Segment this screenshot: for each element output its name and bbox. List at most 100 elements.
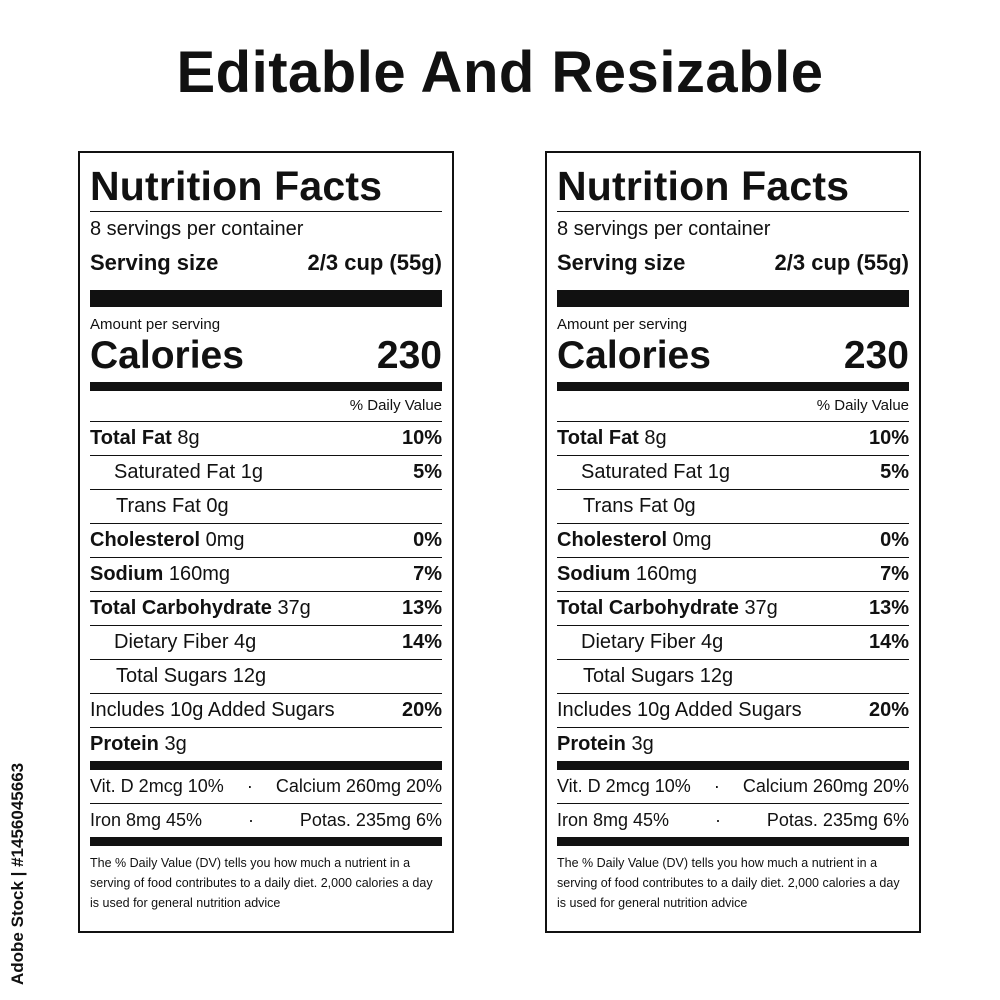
nutrient-row-sodium: Sodium 160mg 7% [90, 558, 442, 592]
vitamin-d: Vit. D 2mcg 10% [557, 776, 691, 796]
nutrient-dv: 5% [880, 461, 909, 483]
nutrient-row-protein: Protein 3g [557, 728, 909, 761]
nutrient-name: Cholesterol [90, 529, 201, 551]
nutrient-row-dietary-fiber: Dietary Fiber 4g 14% [557, 626, 909, 660]
nutrient-amount: 12g [232, 665, 267, 687]
label-title: Nutrition Facts [557, 163, 850, 209]
nutrient-row-total-fat: Total Fat 8g 10% [557, 422, 909, 456]
nutrient-dv: 20% [401, 699, 442, 721]
nutrient-dv: 20% [868, 699, 909, 721]
nutrient-amount: 0mg [672, 529, 712, 551]
nutrient-name: Cholesterol [557, 529, 668, 551]
amount-per-serving: Amount per serving [557, 316, 688, 333]
nutrient-name: Total Carbohydrate [90, 597, 272, 619]
nutrient-dv: 13% [868, 597, 909, 619]
calories-row: Calories 230 [90, 334, 442, 378]
serving-size-row: Serving size 2/3 cup (55g) [557, 246, 909, 280]
nutrient-row-protein: Protein 3g [90, 728, 442, 761]
separator: · [246, 776, 253, 796]
medium-divider [90, 761, 442, 770]
thick-divider [557, 290, 909, 307]
minerals-row: Iron 8mg 45% · Potas. 235mg 6% [90, 804, 442, 837]
nutrient-row-trans-fat: Trans Fat 0g [557, 490, 909, 524]
calories-value: 230 [376, 334, 442, 377]
stock-credit-watermark: Adobe Stock | #1456045663 [8, 762, 27, 985]
nutrient-name: Saturated Fat [581, 461, 703, 483]
nutrient-name: Dietary Fiber [581, 631, 696, 653]
nutrient-dv: 0% [413, 529, 442, 551]
calories-row: Calories 230 [557, 334, 909, 378]
nutrient-row-cholesterol: Cholesterol 0mg 0% [557, 524, 909, 558]
nutrient-row-total-fat: Total Fat 8g 10% [90, 422, 442, 456]
thick-divider [90, 290, 442, 307]
medium-divider [557, 837, 909, 846]
nutrient-amount: 8g [177, 427, 200, 449]
separator: · [714, 810, 721, 830]
serving-size-row: Serving size 2/3 cup (55g) [90, 246, 442, 280]
nutrition-label-right: Nutrition Facts 8 servings per container… [545, 151, 921, 933]
nutrient-amount: 3g [631, 733, 654, 755]
nutrient-amount: 3g [164, 733, 187, 755]
calcium: Calcium 260mg 20% [275, 776, 442, 796]
serving-size-value: 2/3 cup (55g) [307, 250, 442, 275]
nutrient-dv: 13% [401, 597, 442, 619]
nutrient-name: Sodium [90, 563, 164, 585]
nutrient-row-added-sugars: Includes 10g Added Sugars 20% [557, 694, 909, 728]
nutrient-amount: 160mg [168, 563, 231, 585]
nutrient-dv: 7% [880, 563, 909, 585]
separator: · [713, 776, 720, 796]
nutrient-dv: 14% [868, 631, 909, 653]
nutrient-name: Trans Fat [116, 495, 201, 517]
calories-label: Calories [90, 334, 244, 377]
nutrient-row-sodium: Sodium 160mg 7% [557, 558, 909, 592]
label-title: Nutrition Facts [90, 163, 383, 209]
nutrient-name: Total Fat [557, 427, 639, 449]
nutrition-label-left: Nutrition Facts 8 servings per container… [78, 151, 454, 933]
nutrient-name: Protein [90, 733, 159, 755]
nutrient-amount: 160mg [635, 563, 698, 585]
nutrient-dv: 7% [413, 563, 442, 585]
potassium: Potas. 235mg 6% [299, 810, 442, 830]
servings-per-container: 8 servings per container [557, 218, 771, 240]
nutrient-name: Includes 10g Added Sugars [557, 699, 802, 721]
nutrient-dv: 5% [413, 461, 442, 483]
nutrient-name: Dietary Fiber [114, 631, 229, 653]
calcium: Calcium 260mg 20% [742, 776, 909, 796]
medium-divider [557, 761, 909, 770]
nutrient-row-cholesterol: Cholesterol 0mg 0% [90, 524, 442, 558]
vitamins-row: Vit. D 2mcg 10% · Calcium 260mg 20% [90, 770, 442, 804]
nutrient-amount: 37g [744, 597, 778, 619]
footnote: The % Daily Value (DV) tells you how muc… [90, 856, 433, 910]
nutrient-name: Protein [557, 733, 626, 755]
nutrient-amount: 37g [277, 597, 311, 619]
medium-divider [90, 382, 442, 391]
serving-size-value: 2/3 cup (55g) [774, 250, 909, 275]
vitamins-row: Vit. D 2mcg 10% · Calcium 260mg 20% [557, 770, 909, 804]
servings-per-container: 8 servings per container [90, 218, 304, 240]
separator: · [247, 810, 254, 830]
nutrient-name: Includes 10g Added Sugars [90, 699, 335, 721]
nutrient-name: Saturated Fat [114, 461, 236, 483]
nutrient-amount: 8g [644, 427, 667, 449]
serving-size-label: Serving size [557, 250, 686, 275]
nutrient-row-saturated-fat: Saturated Fat 1g 5% [557, 456, 909, 490]
divider [90, 211, 442, 212]
nutrient-dv: 10% [401, 427, 442, 449]
nutrient-amount: 1g [240, 461, 263, 483]
medium-divider [90, 837, 442, 846]
iron: Iron 8mg 45% [557, 810, 670, 830]
nutrient-amount: 0g [206, 495, 229, 517]
medium-divider [557, 382, 909, 391]
nutrient-name: Total Sugars [116, 665, 228, 687]
nutrient-row-total-sugars: Total Sugars 12g [90, 660, 442, 694]
nutrient-amount: 1g [707, 461, 730, 483]
iron: Iron 8mg 45% [90, 810, 203, 830]
nutrient-name: Total Fat [90, 427, 172, 449]
calories-label: Calories [557, 334, 711, 377]
nutrient-amount: 4g [701, 631, 724, 653]
nutrient-row-total-carbohydrate: Total Carbohydrate 37g 13% [90, 592, 442, 626]
nutrient-row-total-sugars: Total Sugars 12g [557, 660, 909, 694]
daily-value-header: % Daily Value [90, 391, 442, 422]
nutrient-name: Sodium [557, 563, 631, 585]
nutrient-name: Trans Fat [583, 495, 668, 517]
